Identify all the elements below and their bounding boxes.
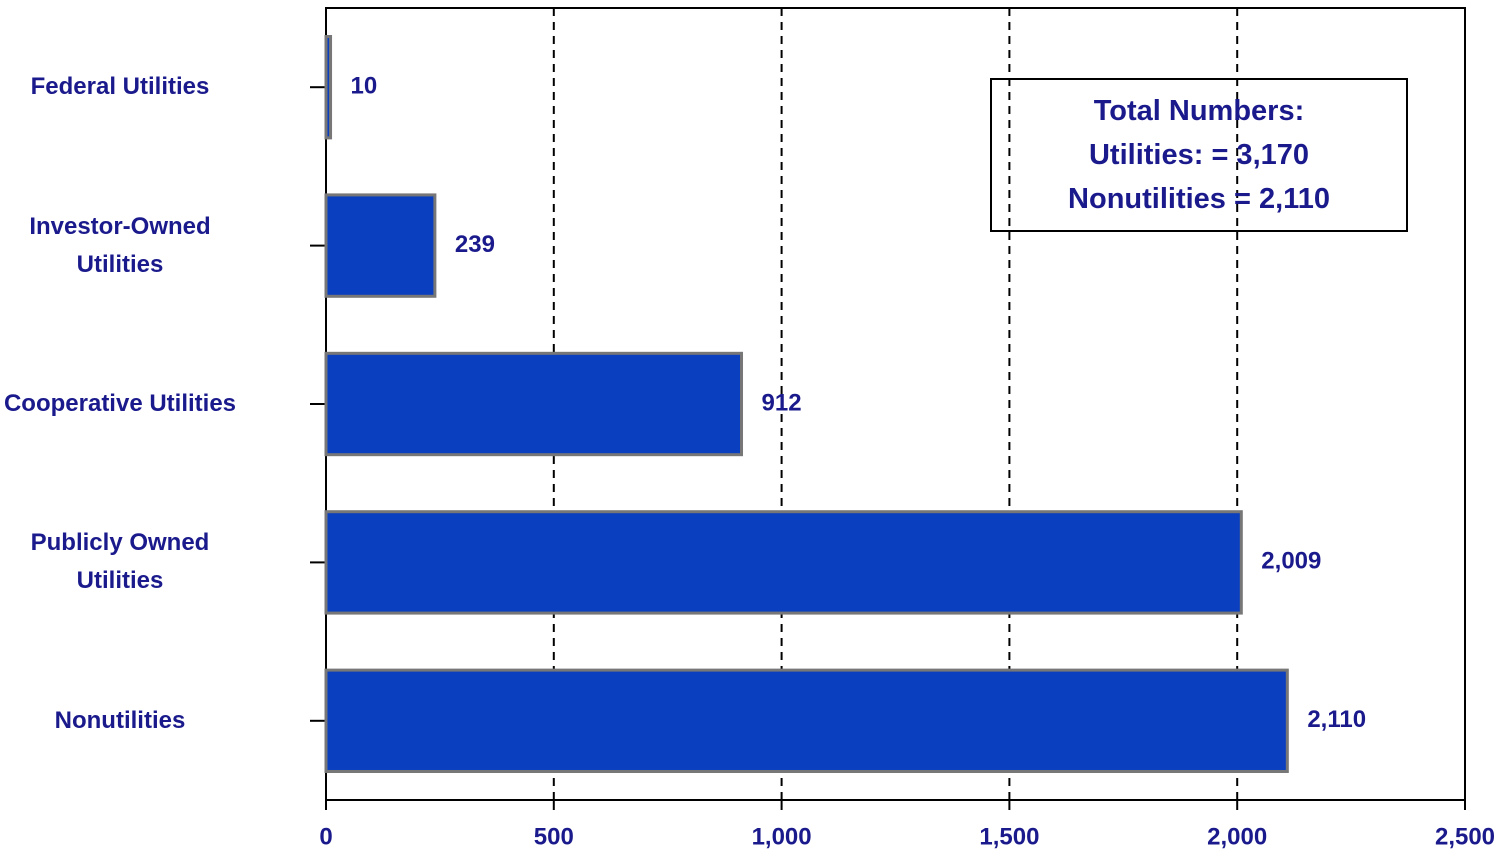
value-label: 10 <box>351 73 378 100</box>
x-tick-label: 1,000 <box>752 823 812 850</box>
bar <box>324 510 1243 615</box>
bar <box>324 351 744 457</box>
x-tick-label: 0 <box>319 823 332 850</box>
x-tick-label: 2,500 <box>1435 823 1495 850</box>
value-label: 239 <box>455 231 495 258</box>
y-category-label: Cooperative Utilities <box>3 390 237 417</box>
bar <box>324 193 437 298</box>
value-label: 2,110 <box>1307 706 1366 733</box>
bar <box>324 35 333 140</box>
annotation-line: Nonutilities = 2,110 <box>1068 183 1330 215</box>
y-category-label: Nonutilities <box>54 706 186 734</box>
y-category-label: Federal Utilities <box>30 73 210 101</box>
y-category-label: Publicly Owned Utilities <box>30 529 210 595</box>
value-label: 912 <box>762 389 802 416</box>
y-category-label: Investor-Owned Utilities <box>29 212 211 278</box>
bar <box>324 668 1289 773</box>
x-tick-label: 2,000 <box>1207 823 1267 850</box>
annotation-box: Total Numbers: Utilities: = 3,170 Nonutili… <box>990 78 1408 232</box>
annotation-line: Utilities: = 3,170 <box>1088 139 1310 171</box>
annotation-line: Total Numbers: <box>1093 95 1305 127</box>
value-label: 2,009 <box>1261 548 1321 575</box>
x-tick-label: 500 <box>534 823 574 850</box>
x-tick-label: 1,500 <box>979 823 1039 850</box>
